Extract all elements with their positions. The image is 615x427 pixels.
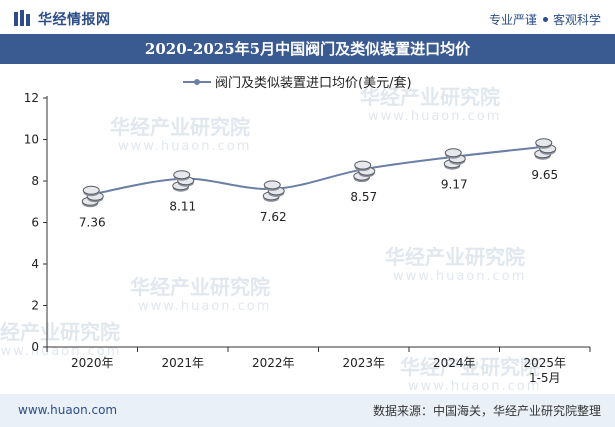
- title-band: 2020-2025年5月中国阀门及类似装置进口均价: [0, 34, 615, 64]
- dot-separator-icon: [542, 17, 548, 22]
- watermark-brand: 华经产业研究院: [360, 85, 500, 109]
- y-tick-label: 2: [31, 299, 39, 313]
- footer-bar: www.huaon.com 数据来源：中国海关，华经产业研究院整理: [0, 394, 615, 427]
- logo-icon: [14, 10, 30, 26]
- tagline-right: 客观科学: [552, 13, 601, 27]
- x-tick-label: 2024年: [433, 356, 476, 370]
- x-tick-label: 2022年: [252, 356, 295, 370]
- data-source: 数据来源：中国海关，华经产业研究院整理: [372, 404, 601, 418]
- x-tick-label: 2023年: [342, 356, 385, 370]
- data-label: 9.65: [531, 168, 558, 182]
- series-line: [92, 145, 545, 196]
- data-label: 8.57: [350, 190, 377, 204]
- legend-marker: [194, 79, 200, 85]
- y-tick-label: 6: [31, 216, 39, 230]
- x-tick-label: 2021年: [161, 356, 204, 370]
- watermark-brand: 华经产业研究院: [130, 275, 270, 299]
- watermark-url: www.huaon.com: [393, 269, 526, 284]
- y-tick-label: 10: [24, 133, 39, 147]
- coin-stack-marker-icon: [262, 180, 285, 202]
- line-chart: 华经产业研究院www.huaon.com华经产业研究院www.huaon.com…: [0, 75, 591, 394]
- header-bar: 华经情报网 专业严谨 客观科学: [0, 0, 615, 34]
- watermark-url: www.huaon.com: [138, 299, 271, 314]
- data-label: 8.11: [169, 200, 196, 214]
- watermark-brand: 华经产业研究院: [385, 245, 525, 269]
- legend-label: 阀门及类似装置进口均价(美元/套): [215, 75, 412, 91]
- watermark-url: www.huaon.com: [0, 344, 121, 359]
- x-tick-label: 1-5月: [529, 371, 561, 385]
- coin-stack-marker-icon: [172, 170, 195, 192]
- tagline: 专业严谨 客观科学: [489, 11, 601, 28]
- y-tick-label: 0: [31, 340, 39, 354]
- y-tick-label: 4: [31, 257, 39, 271]
- brand-name: 华经情报网: [38, 12, 111, 28]
- x-tick-label: 2025年: [523, 356, 566, 370]
- footer-url: www.huaon.com: [18, 403, 118, 417]
- tagline-left: 专业严谨: [488, 13, 537, 27]
- coin-stack-marker-icon: [534, 138, 557, 160]
- chart-area: 华经产业研究院 www.huaon.com 华经产业研究院 www.huaon.com…: [0, 64, 615, 394]
- data-label: 9.17: [441, 178, 468, 192]
- x-tick-label: 2020年: [71, 356, 114, 370]
- chart-title: 2020-2025年5月中国阀门及类似装置进口均价: [144, 40, 471, 58]
- watermark-brand: 华经产业研究院: [400, 355, 540, 379]
- watermark-brand: 华经产业研究院: [110, 115, 250, 139]
- data-label: 7.62: [260, 210, 287, 224]
- coin-stack-marker-icon: [81, 185, 104, 208]
- watermark-url: www.huaon.com: [118, 139, 251, 154]
- watermark-brand: 华经产业研究院: [0, 320, 120, 344]
- watermark-url: www.huaon.com: [408, 379, 541, 394]
- data-label: 7.36: [79, 215, 106, 229]
- y-tick-label: 8: [31, 174, 39, 188]
- y-tick-label: 12: [24, 91, 39, 105]
- coin-stack-marker-icon: [443, 148, 466, 170]
- watermark-url: www.huaon.com: [368, 109, 501, 124]
- coin-stack-marker-icon: [353, 160, 376, 183]
